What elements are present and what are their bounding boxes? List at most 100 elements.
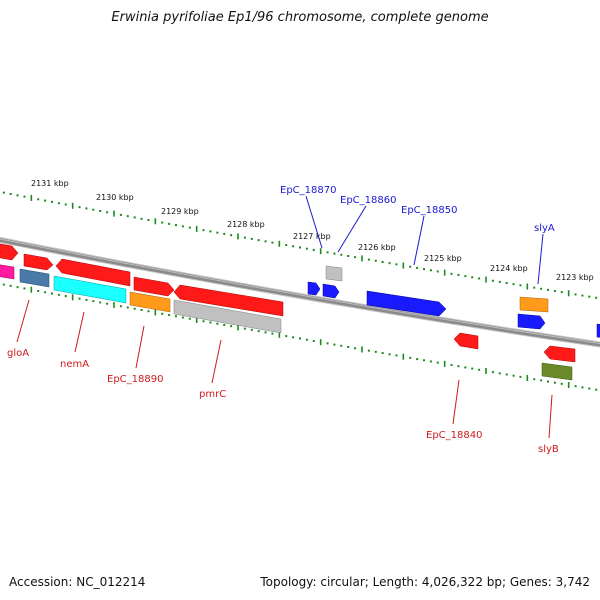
ruler-dot <box>547 380 549 383</box>
ruler-dot <box>23 287 26 290</box>
gene-label[interactable]: slyB <box>538 444 559 455</box>
ruler-dot <box>312 248 315 251</box>
ruler-dot <box>519 284 522 287</box>
ruler-dot <box>175 224 177 227</box>
gene-feature[interactable] <box>322 283 340 299</box>
ruler-dot <box>37 198 40 201</box>
gene-feature[interactable] <box>55 258 131 287</box>
gene-feature[interactable] <box>596 323 600 338</box>
ruler-dot <box>147 310 150 313</box>
ruler-dot <box>271 241 274 244</box>
gene-label[interactable]: pmrC <box>199 389 226 400</box>
ruler-dot <box>381 260 384 263</box>
gene-feature[interactable] <box>519 296 549 313</box>
ruler-dot <box>429 269 432 272</box>
ruler-dot <box>457 273 460 276</box>
ruler-dot <box>436 270 439 273</box>
ruler-dot <box>305 247 308 250</box>
gene-feature[interactable] <box>19 268 50 288</box>
gene-feature[interactable] <box>543 345 576 363</box>
ruler-dot <box>540 287 543 290</box>
ruler-dot <box>181 316 184 319</box>
ruler-dot <box>126 215 129 218</box>
ruler-dot <box>85 207 88 210</box>
gene-label[interactable]: gloA <box>7 348 29 359</box>
ruler-dot <box>457 365 460 368</box>
gene-feature[interactable] <box>23 253 54 271</box>
ruler-dot <box>126 306 129 309</box>
ruler-dot <box>119 305 122 308</box>
ruler-dot <box>230 234 233 237</box>
gene-feature[interactable] <box>307 281 321 296</box>
ruler-dot <box>78 206 81 209</box>
gene-feature[interactable] <box>0 264 15 280</box>
ruler-dot <box>498 372 501 375</box>
ruler-dot <box>388 262 391 265</box>
gene-label[interactable]: nemA <box>60 359 89 370</box>
ruler-dot <box>161 221 164 224</box>
gene-feature[interactable] <box>366 290 447 317</box>
ruler-label: 2129 kbp <box>161 207 199 216</box>
ruler-dot <box>533 378 536 381</box>
outer-ruler <box>2 191 598 299</box>
ruler-dot <box>374 350 377 353</box>
ruler-dot <box>409 265 412 268</box>
ruler-dot <box>16 194 19 197</box>
ruler-dot <box>57 202 60 205</box>
ruler-dot <box>250 237 253 240</box>
ruler-dot <box>223 232 226 235</box>
gene-feature[interactable] <box>173 299 282 334</box>
ruler-dot <box>464 275 467 278</box>
ruler-dot <box>381 352 384 355</box>
inner-ruler <box>2 283 598 391</box>
ruler-dot <box>540 379 543 382</box>
gene-feature[interactable] <box>173 284 284 317</box>
ruler-dot <box>188 226 191 229</box>
ruler-dot <box>512 283 515 286</box>
gene-feature[interactable] <box>133 276 175 297</box>
ruler-dot <box>450 364 453 367</box>
ruler-dot <box>140 308 143 311</box>
ruler-dot <box>595 296 598 299</box>
gene-feature[interactable] <box>0 243 19 261</box>
label-leaders <box>16 195 553 439</box>
ruler-dot <box>333 252 336 255</box>
ruler-dot <box>505 373 508 376</box>
gene-feature[interactable] <box>517 313 546 330</box>
ruler-dot <box>367 258 370 261</box>
ruler-dot <box>354 347 357 350</box>
ruler-label: 2124 kbp <box>490 264 528 273</box>
ruler-dot <box>140 217 143 220</box>
gene-feature[interactable] <box>129 291 171 313</box>
ruler-dot <box>51 200 53 203</box>
gene-feature[interactable] <box>541 362 573 381</box>
ruler-dot <box>588 387 591 390</box>
gene-label[interactable]: EpC_18860 <box>340 195 396 206</box>
ruler-dot <box>299 246 301 249</box>
ruler-dot <box>471 276 474 279</box>
gene-track-inner <box>0 264 282 334</box>
ruler-dot <box>202 229 205 232</box>
gene-feature[interactable] <box>325 265 343 282</box>
gene-label[interactable]: EpC_18850 <box>401 205 457 216</box>
ruler-dot <box>305 338 308 341</box>
gene-feature[interactable] <box>453 332 479 350</box>
ruler-dot <box>133 307 136 310</box>
gene-label[interactable]: EpC_18870 <box>280 185 336 196</box>
ruler-dot <box>99 301 102 304</box>
accession-text: Accession: NC_012214 <box>9 575 146 589</box>
gene-label[interactable]: slyA <box>534 223 555 234</box>
ruler-dot <box>23 195 26 198</box>
map-title: Erwinia pyrifoliae Ep1/96 chromosome, co… <box>111 10 489 25</box>
ruler-dot <box>423 268 425 271</box>
gene-label[interactable]: EpC_18840 <box>426 430 482 441</box>
ruler-dot <box>168 222 171 225</box>
ruler-dot <box>333 343 336 346</box>
ruler-dot <box>2 191 5 194</box>
ruler-dot <box>478 368 481 371</box>
gene-label[interactable]: EpC_18890 <box>107 374 163 385</box>
backbone <box>0 236 600 348</box>
ruler-label: 2130 kbp <box>96 193 134 202</box>
gene-feature[interactable] <box>53 275 127 304</box>
ruler-dot <box>188 317 191 320</box>
